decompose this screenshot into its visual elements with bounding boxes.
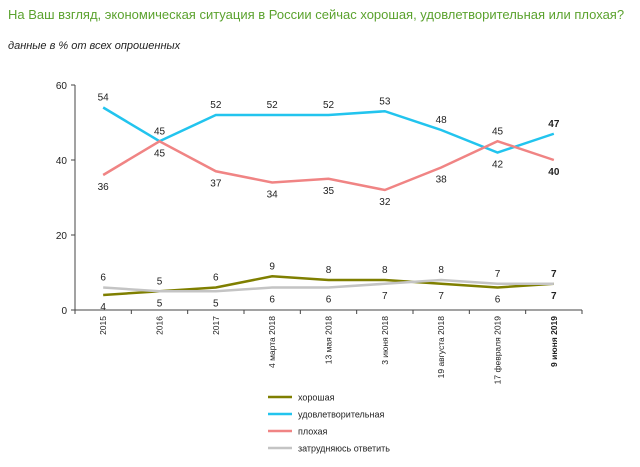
data-label: 6 (495, 295, 501, 306)
x-tick-label: 19 августа 2018 (436, 316, 446, 379)
series-line-3 (103, 278, 554, 293)
data-label: 52 (210, 100, 222, 111)
x-tick-label: 2016 (155, 316, 165, 335)
data-label: 37 (210, 178, 222, 189)
data-label: 35 (323, 186, 335, 197)
x-tick-label: 13 мая 2018 (324, 316, 334, 365)
data-label: 47 (548, 119, 560, 130)
x-tick-label: 9 июня 2019 (549, 316, 559, 367)
series-line-2 (102, 139, 555, 192)
data-label: 6 (100, 273, 106, 284)
data-label: 54 (98, 93, 110, 104)
data-label: 8 (438, 265, 444, 276)
x-tick-label: 17 февраля 2019 (493, 316, 503, 385)
y-tick-label: 0 (61, 306, 67, 317)
chart-title: На Ваш взгляд, экономическая ситуация в … (8, 7, 625, 22)
data-label: 32 (379, 197, 391, 208)
legend-label: хорошая (298, 393, 335, 403)
data-label: 9 (269, 261, 275, 272)
data-label: 7 (495, 269, 501, 280)
x-tick-label: 2017 (211, 316, 221, 335)
data-label: 52 (323, 100, 335, 111)
data-label: 48 (436, 115, 448, 126)
chart-subtitle: данные в % от всех опрошенных (8, 40, 181, 52)
legend-label: плохая (298, 427, 328, 437)
x-tick-label: 4 марта 2018 (267, 316, 277, 368)
x-tick-label: 2015 (98, 316, 108, 335)
data-label: 6 (269, 295, 275, 306)
data-label: 5 (157, 298, 163, 309)
y-tick-label: 60 (56, 81, 68, 92)
data-label: 53 (379, 96, 391, 107)
data-label: 8 (326, 265, 332, 276)
data-label: 5 (157, 276, 163, 287)
y-tick-label: 40 (56, 156, 68, 167)
data-label: 6 (326, 295, 332, 306)
legend-label: затрудняюсь ответить (298, 444, 390, 454)
y-tick-label: 20 (56, 231, 68, 242)
data-label: 4 (100, 302, 106, 313)
data-label: 45 (154, 148, 166, 159)
data-label: 6 (213, 273, 219, 284)
data-label: 45 (154, 126, 166, 137)
data-label: 7 (551, 291, 557, 302)
data-label: 34 (267, 190, 279, 201)
x-tick-label: 3 июня 2018 (380, 316, 390, 365)
data-label: 8 (382, 265, 388, 276)
data-label: 36 (98, 182, 110, 193)
data-label: 52 (267, 100, 279, 111)
legend-label: удовлетворительная (298, 410, 384, 420)
series-line-1 (102, 106, 555, 154)
data-label: 5 (213, 298, 219, 309)
data-label: 38 (436, 175, 448, 186)
data-label: 45 (492, 126, 504, 137)
data-label: 7 (551, 269, 557, 280)
data-label: 42 (492, 160, 504, 171)
data-label: 7 (438, 291, 444, 302)
data-label: 40 (548, 167, 560, 178)
data-label: 7 (382, 291, 388, 302)
